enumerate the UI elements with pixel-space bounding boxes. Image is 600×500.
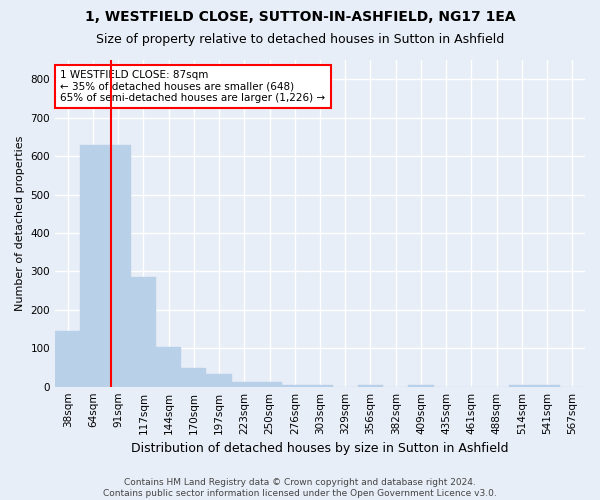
Y-axis label: Number of detached properties: Number of detached properties [15,136,25,311]
Bar [409,385,434,386]
Text: 1, WESTFIELD CLOSE, SUTTON-IN-ASHFIELD, NG17 1EA: 1, WESTFIELD CLOSE, SUTTON-IN-ASHFIELD, … [85,10,515,24]
Bar [257,382,282,386]
Bar [181,368,206,386]
Bar [106,146,131,386]
X-axis label: Distribution of detached houses by size in Sutton in Ashfield: Distribution of detached houses by size … [131,442,509,455]
Text: Size of property relative to detached houses in Sutton in Ashfield: Size of property relative to detached ho… [96,32,504,46]
Bar [358,385,383,386]
Bar [232,382,257,386]
Bar [80,146,106,386]
Bar [307,385,332,386]
Bar [206,374,232,386]
Bar [55,331,80,386]
Text: Contains HM Land Registry data © Crown copyright and database right 2024.
Contai: Contains HM Land Registry data © Crown c… [103,478,497,498]
Bar [131,277,156,386]
Bar [535,385,560,386]
Bar [156,347,181,387]
Bar [509,385,535,386]
Bar [282,385,307,386]
Text: 1 WESTFIELD CLOSE: 87sqm
← 35% of detached houses are smaller (648)
65% of semi-: 1 WESTFIELD CLOSE: 87sqm ← 35% of detach… [61,70,325,103]
